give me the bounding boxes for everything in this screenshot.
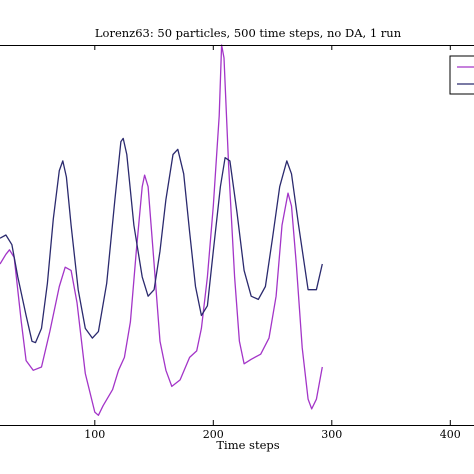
tick-layer: 100 200 300 400 bbox=[84, 45, 461, 441]
legend bbox=[449, 55, 474, 95]
series-line-1 bbox=[0, 44, 323, 416]
x-tick-label: 300 bbox=[321, 428, 342, 441]
x-tick-label: 200 bbox=[203, 428, 224, 441]
series-line-2 bbox=[0, 137, 323, 344]
x-tick-label: 400 bbox=[440, 428, 461, 441]
chart-title: Lorenz63: 50 particles, 500 time steps, … bbox=[95, 26, 402, 40]
x-tick-label: 100 bbox=[84, 428, 105, 441]
x-axis-label: Time steps bbox=[216, 438, 279, 452]
series-layer bbox=[0, 44, 323, 416]
legend-box bbox=[449, 55, 474, 95]
